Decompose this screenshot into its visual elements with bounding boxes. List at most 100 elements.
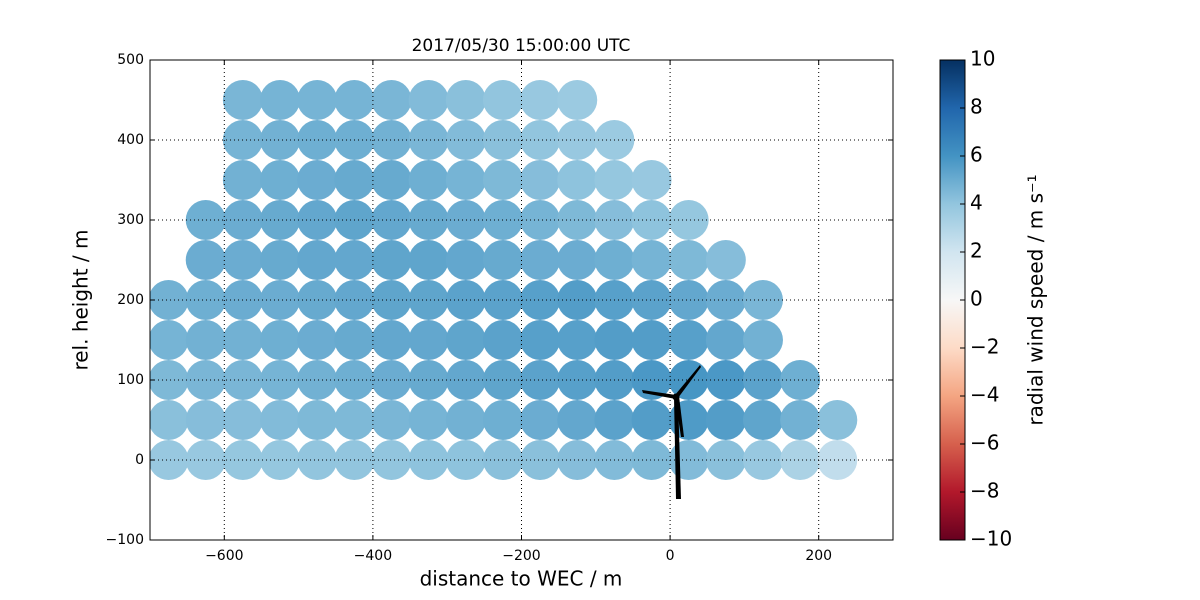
x-tick-label: 0 [666, 548, 675, 564]
scatter-point [557, 120, 598, 160]
scatter-point [445, 440, 486, 480]
scatter-point [408, 240, 449, 280]
scatter-point [705, 320, 746, 360]
scatter-point [334, 320, 375, 360]
colorbar-tick-label: −8 [970, 479, 999, 503]
scatter-point [668, 240, 709, 280]
scatter-point [297, 80, 338, 120]
scatter-point [297, 200, 338, 240]
scatter-point [557, 280, 598, 320]
colorbar-tick-label: −2 [970, 335, 999, 359]
x-tick-label: −600 [205, 548, 243, 564]
turbine [642, 365, 701, 499]
scatter-point [297, 400, 338, 440]
scatter-point [445, 320, 486, 360]
scatter-point [371, 320, 412, 360]
colorbar-tick-label: 2 [970, 239, 983, 263]
scatter-point [260, 160, 301, 200]
scatter-point [150, 280, 189, 320]
scatter-point [260, 400, 301, 440]
scatter-point [150, 320, 189, 360]
scatter-point [668, 280, 709, 320]
scatter-point [520, 160, 561, 200]
turbine-hub [672, 393, 680, 401]
scatter-point [631, 400, 672, 440]
scatter-point [482, 320, 523, 360]
scatter-point [222, 160, 263, 200]
turbine-blade [675, 396, 684, 437]
scatter-point [371, 360, 412, 400]
scatter-point [594, 400, 635, 440]
scatter-point [482, 240, 523, 280]
scatter-point [297, 440, 338, 480]
scatter-point [297, 120, 338, 160]
scatter-points [150, 80, 858, 480]
scatter-point [742, 320, 783, 360]
scatter-point [371, 200, 412, 240]
y-axis-label: rel. height / m [69, 229, 93, 370]
scatter-point [222, 320, 263, 360]
scatter-point [408, 160, 449, 200]
scatter-point [780, 400, 821, 440]
scatter-point [260, 240, 301, 280]
scatter-point [594, 320, 635, 360]
scatter-point [260, 120, 301, 160]
scatter-point [334, 160, 375, 200]
scatter-point [185, 320, 226, 360]
scatter-point [742, 400, 783, 440]
colorbar-tick-label: −4 [970, 383, 999, 407]
scatter-point [520, 440, 561, 480]
scatter-point [780, 440, 821, 480]
scatter-point [631, 320, 672, 360]
scatter-point [260, 80, 301, 120]
scatter-point [222, 80, 263, 120]
scatter-point [260, 320, 301, 360]
scatter-point [408, 200, 449, 240]
scatter-point [408, 360, 449, 400]
chart-title: 2017/05/30 15:00:00 UTC [412, 36, 631, 56]
turbine-blade [675, 365, 701, 398]
scatter-point [185, 200, 226, 240]
scatter-point [520, 400, 561, 440]
scatter-point [557, 240, 598, 280]
y-tick-label: 300 [117, 212, 144, 228]
scatter-point [520, 360, 561, 400]
colorbar-tick-label: 6 [970, 143, 983, 167]
scatter-point [557, 440, 598, 480]
scatter-point [557, 200, 598, 240]
colorbar-tick-label: 10 [970, 47, 995, 71]
scatter-point [705, 280, 746, 320]
scatter-point [408, 120, 449, 160]
scatter-point [260, 360, 301, 400]
turbine-blade [642, 390, 676, 399]
scatter-point [817, 440, 858, 480]
x-axis-label: distance to WEC / m [420, 567, 623, 591]
scatter-point [482, 80, 523, 120]
scatter-point [705, 440, 746, 480]
scatter-point [408, 320, 449, 360]
scatter-point [150, 360, 189, 400]
scatter-point [185, 360, 226, 400]
scatter-point [445, 400, 486, 440]
scatter-point [371, 400, 412, 440]
scatter-point [222, 240, 263, 280]
scatter-point [408, 80, 449, 120]
scatter-point [150, 440, 189, 480]
colorbar-label: radial wind speed / m s⁻¹ [1024, 174, 1048, 425]
scatter-point [334, 240, 375, 280]
scatter-point [445, 80, 486, 120]
scatter-point [185, 400, 226, 440]
scatter-point [297, 360, 338, 400]
scatter-point [297, 160, 338, 200]
scatter-point [631, 160, 672, 200]
scatter-point [445, 240, 486, 280]
scatter-point [557, 320, 598, 360]
y-tick-label: 400 [117, 132, 144, 148]
scatter-point [557, 360, 598, 400]
turbine-tower [674, 397, 681, 499]
scatter-point [520, 320, 561, 360]
scatter-point [520, 120, 561, 160]
scatter-point [557, 400, 598, 440]
scatter-point [334, 400, 375, 440]
scatter-point [260, 440, 301, 480]
